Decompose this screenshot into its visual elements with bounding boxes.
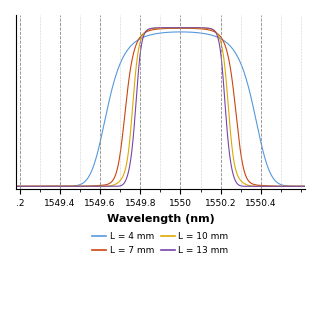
L = 13 mm	[167, 26, 171, 30]
L = 13 mm	[288, 184, 292, 188]
Legend: L = 4 mm, L = 7 mm, L = 10 mm, L = 13 mm: L = 4 mm, L = 7 mm, L = 10 mm, L = 13 mm	[89, 229, 232, 259]
L = 10 mm	[140, 35, 144, 38]
L = 4 mm	[144, 34, 148, 38]
L = 7 mm	[144, 30, 148, 34]
L = 4 mm	[179, 30, 182, 34]
L = 4 mm	[140, 36, 144, 40]
L = 13 mm	[140, 40, 144, 44]
L = 7 mm	[179, 26, 182, 30]
L = 7 mm	[288, 184, 292, 188]
L = 4 mm	[288, 184, 292, 188]
X-axis label: Wavelength (nm): Wavelength (nm)	[107, 214, 214, 224]
L = 10 mm	[288, 184, 292, 188]
L = 13 mm	[144, 29, 148, 33]
L = 10 mm	[144, 29, 148, 33]
Line: L = 7 mm: L = 7 mm	[0, 28, 320, 186]
L = 7 mm	[167, 27, 171, 30]
L = 10 mm	[167, 26, 171, 30]
L = 4 mm	[167, 30, 171, 34]
Line: L = 10 mm: L = 10 mm	[0, 28, 320, 186]
L = 7 mm	[140, 33, 144, 37]
Line: L = 13 mm: L = 13 mm	[0, 28, 320, 186]
Line: L = 4 mm: L = 4 mm	[0, 32, 320, 186]
L = 10 mm	[179, 26, 182, 30]
L = 13 mm	[179, 26, 182, 30]
